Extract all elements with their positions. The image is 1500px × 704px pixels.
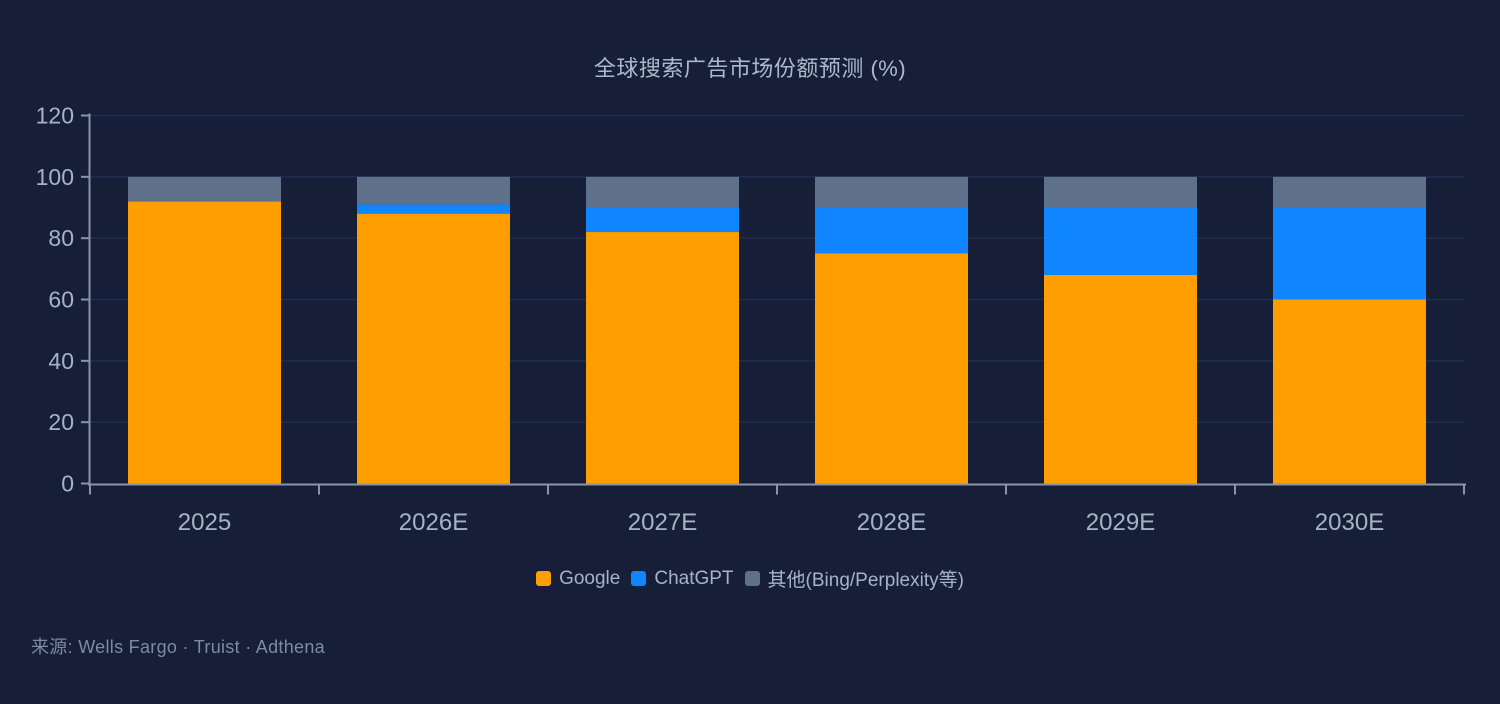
legend-swatch-bing-perplexity [744, 571, 760, 586]
y-tick-label-20: 20 [48, 409, 74, 435]
bar-segment-chatgpt-2026E [357, 204, 510, 214]
bar-segment-bing-perplexity-2028E [815, 176, 968, 208]
x-category-label-2028E: 2028E [857, 509, 926, 536]
bar-segment-chatgpt-2027E [586, 207, 739, 233]
x-category-label-2025: 2025 [178, 509, 231, 536]
bar-segment-chatgpt-2030E [1273, 207, 1426, 300]
stacked-bar-chart: 0 20 40 60 80 100 120 2025 2026E 2027E 2028E 2029E 2… [36, 103, 1466, 536]
y-tick-label-80: 80 [48, 225, 74, 251]
y-tick-label-40: 40 [48, 348, 74, 374]
bar-segment-chatgpt-2028E [815, 207, 968, 254]
legend-item-chatgpt[interactable]: ChatGPT [631, 567, 734, 590]
y-tick-label-100: 100 [36, 164, 74, 190]
y-tick-label-0: 0 [61, 471, 74, 497]
legend-item-bing-perplexity[interactable]: 其他(Bing/Perplexity等) [744, 565, 964, 592]
bar-segment-google-2026E [357, 213, 510, 484]
bar-segment-google-2029E [1044, 274, 1197, 484]
bar-segment-bing-perplexity-2026E [357, 176, 510, 205]
legend-label-chatgpt: ChatGPT [654, 567, 734, 589]
x-category-label-2029E: 2029E [1086, 509, 1155, 536]
source-note: 来源: Wells Fargo · Truist · Adthena [31, 637, 325, 657]
legend-swatch-google [536, 571, 552, 586]
legend-item-google[interactable]: Google [536, 568, 620, 590]
chart-title: 全球搜索广告市场份额预测 (%) [593, 56, 907, 81]
legend-label-google: Google [559, 567, 621, 589]
y-tick-label-60: 60 [48, 287, 74, 313]
x-category-label-2030E: 2030E [1315, 509, 1384, 536]
x-category-label-2027E: 2027E [628, 509, 697, 536]
bar-segment-bing-perplexity-2029E [1044, 176, 1197, 208]
bar-segment-google-2028E [815, 253, 968, 484]
legend-label-bing-perplexity: 其他(Bing/Perplexity等) [767, 570, 964, 591]
bar-segment-google-2025 [128, 201, 281, 484]
x-category-label-2026E: 2026E [399, 509, 468, 536]
bar-segment-chatgpt-2029E [1044, 207, 1197, 275]
y-tick-label-120: 120 [36, 103, 74, 129]
bar-segment-google-2030E [1273, 299, 1426, 484]
bar-segment-bing-perplexity-2027E [586, 176, 739, 208]
bar-segment-google-2027E [586, 232, 739, 484]
bar-segment-bing-perplexity-2030E [1273, 176, 1426, 208]
legend-swatch-chatgpt [631, 571, 647, 586]
chart-legend: Google ChatGPT 其他(Bing/Perplexity等) [0, 565, 1500, 592]
bar-segment-bing-perplexity-2025 [128, 176, 281, 202]
